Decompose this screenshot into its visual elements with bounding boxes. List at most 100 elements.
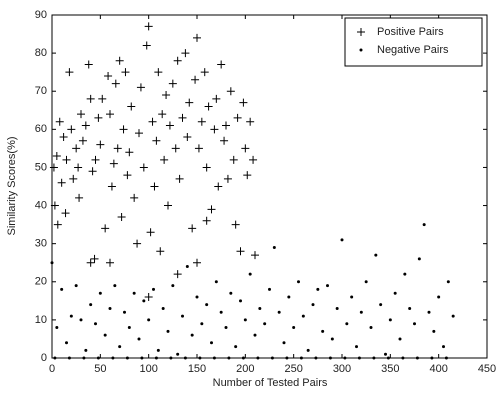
plus-marker [220, 136, 229, 145]
dot-marker [328, 356, 332, 360]
dot-marker [415, 356, 419, 360]
dot-marker [393, 291, 397, 295]
x-tick-label: 250 [284, 363, 302, 375]
plus-marker [178, 113, 187, 122]
plus-marker [61, 209, 70, 218]
plus-marker [246, 117, 255, 126]
dot-marker [79, 318, 83, 322]
dot-marker [111, 356, 115, 360]
dot-marker [65, 341, 68, 345]
dot-marker [451, 314, 455, 318]
plus-marker [75, 193, 84, 202]
dot-marker [386, 356, 390, 360]
plus-marker [115, 56, 124, 65]
plus-marker [78, 136, 87, 145]
dot-marker [214, 280, 218, 284]
dot-marker [359, 310, 363, 314]
dot-marker [343, 356, 347, 360]
dot-marker [258, 306, 262, 310]
x-tick-label: 400 [429, 363, 447, 375]
dot-marker [398, 337, 402, 341]
dot-marker [89, 303, 93, 307]
dot-marker [241, 356, 245, 360]
dot-marker [301, 314, 305, 318]
plus-marker [62, 155, 71, 164]
plus-marker [173, 56, 182, 65]
x-tick-label: 150 [188, 363, 206, 375]
plus-marker [171, 144, 180, 153]
dot-marker [239, 299, 242, 303]
plus-marker [249, 155, 258, 164]
dot-marker [185, 265, 189, 269]
plus-marker [86, 258, 95, 267]
dot-marker [176, 352, 180, 356]
dot-marker [152, 287, 155, 291]
dot-marker [82, 356, 86, 360]
dot-marker [212, 356, 216, 360]
dot-marker [123, 310, 126, 314]
plus-marker [160, 155, 169, 164]
dot-marker [299, 356, 303, 360]
plus-marker [117, 212, 126, 221]
dot-marker [171, 284, 175, 288]
y-tick-label: 80 [35, 47, 47, 59]
x-tick-label: 350 [381, 363, 399, 375]
plus-marker [50, 201, 59, 210]
plus-marker [136, 83, 145, 92]
plus-marker [90, 254, 99, 263]
plus-marker [217, 60, 226, 69]
plus-marker [52, 152, 61, 161]
plus-marker [121, 68, 130, 77]
dot-marker [169, 356, 173, 360]
dot-marker [277, 310, 281, 314]
plus-marker [188, 224, 197, 233]
dot-marker [427, 310, 431, 314]
plus-marker [98, 94, 107, 103]
plus-marker [207, 205, 216, 214]
dot-marker [53, 356, 57, 360]
plus-marker [59, 132, 68, 141]
plus-marker [241, 144, 250, 153]
dot-marker [285, 356, 289, 360]
plus-marker [156, 247, 165, 256]
plus-marker [229, 155, 238, 164]
dot-marker [98, 291, 102, 295]
dot-marker [200, 322, 204, 326]
dot-marker [297, 280, 300, 284]
x-tick-label: 450 [478, 363, 496, 375]
plus-marker [139, 163, 148, 172]
plus-marker [65, 68, 74, 77]
dot-marker [69, 314, 73, 318]
dot-marker [326, 284, 329, 288]
plus-marker [222, 121, 230, 130]
dot-marker [340, 238, 344, 242]
plus-marker [107, 182, 116, 191]
dot-marker [229, 291, 233, 295]
dot-marker [384, 352, 387, 356]
dot-marker [408, 306, 412, 310]
dot-marker [282, 341, 286, 345]
plus-marker [158, 110, 167, 119]
dot-marker [113, 284, 117, 288]
plus-marker [154, 68, 163, 77]
plus-marker [142, 41, 151, 50]
dot-marker [118, 345, 122, 349]
dot-marker [314, 356, 318, 360]
dot-marker [446, 280, 450, 284]
x-tick-label: 50 [94, 363, 106, 375]
dot-marker [103, 333, 107, 337]
dot-marker [272, 245, 276, 249]
plus-marker [191, 75, 200, 84]
dot-marker [142, 299, 146, 303]
plus-marker [148, 117, 157, 126]
plus-marker [125, 148, 134, 157]
plus-marker [109, 159, 118, 168]
plus-marker [150, 182, 159, 191]
plus-marker [197, 117, 206, 126]
dot-marker [287, 295, 291, 299]
plus-marker [88, 167, 97, 176]
plus-marker [202, 163, 211, 172]
plus-marker [96, 140, 105, 149]
plus-marker [233, 113, 242, 122]
plus-marker [204, 102, 213, 111]
